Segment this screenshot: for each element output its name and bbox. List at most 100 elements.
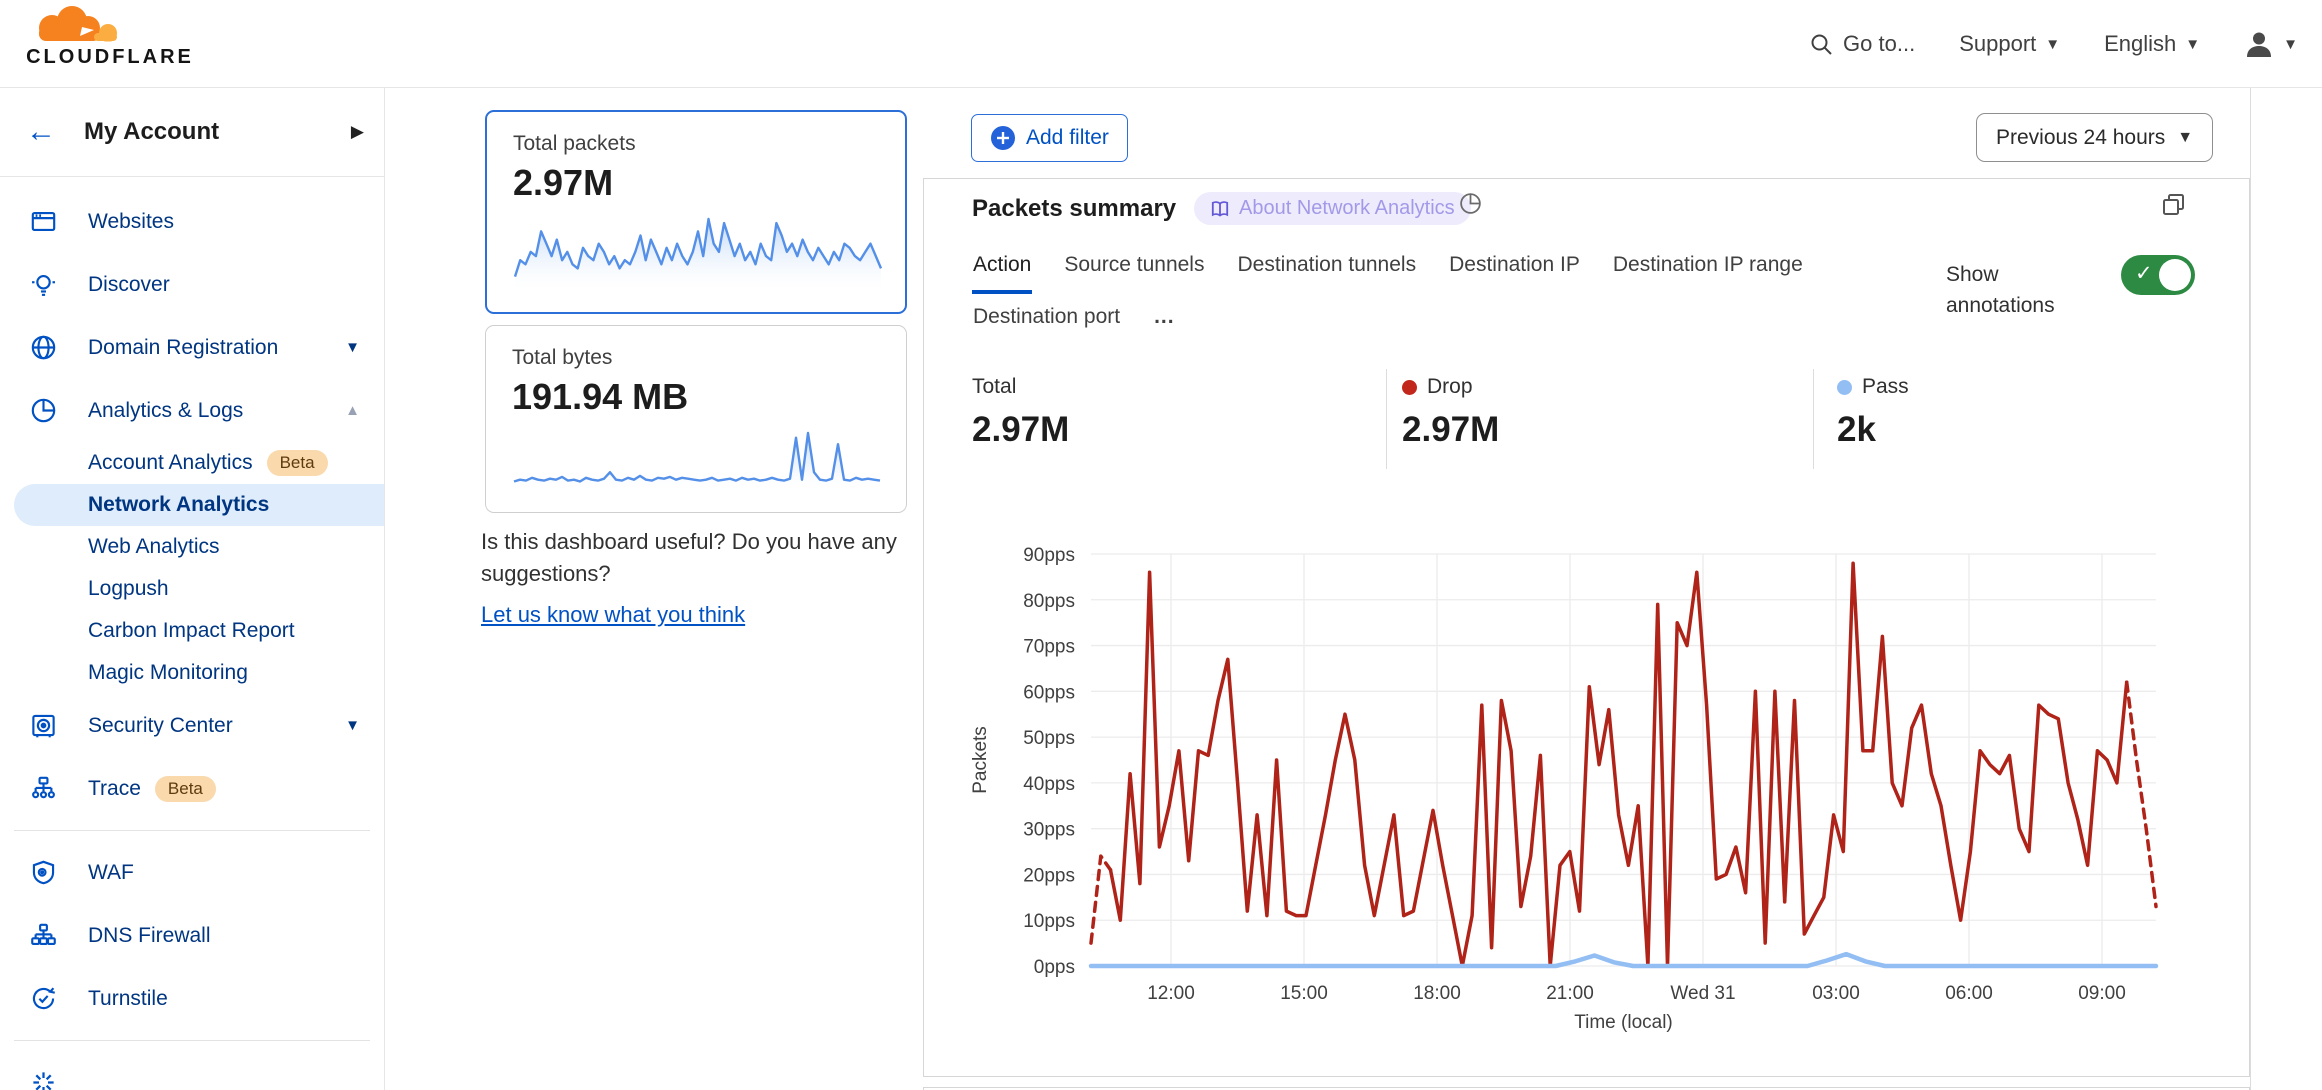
lightbulb-icon <box>32 274 55 296</box>
support-menu[interactable]: Support ▼ <box>1959 31 2060 57</box>
sidebar-item-waf[interactable]: WAF <box>0 841 384 904</box>
toggle-knob <box>2159 259 2191 291</box>
sidebar-item-trace[interactable]: Trace Beta <box>0 757 384 820</box>
hierarchy-icon <box>31 923 56 946</box>
user-icon <box>2247 32 2272 57</box>
svg-text:15:00: 15:00 <box>1280 983 1328 1004</box>
burst-icon <box>33 1072 54 1090</box>
total-drop: Drop 2.97M <box>1402 375 1500 449</box>
packets-time-series-chart: 0pps 10pps 20pps 30pps 40pps 50pps 60pps 70pps 8… <box>924 529 2251 1049</box>
sidebar-item-turnstile[interactable]: Turnstile <box>0 967 384 1030</box>
account-menu[interactable]: ▼ <box>2244 29 2298 59</box>
goto-label: Go to... <box>1843 31 1916 56</box>
svg-text:21:00: 21:00 <box>1546 983 1594 1004</box>
top-bar: CLOUDFLARE Go to... Support ▼ English ▼ … <box>0 0 2322 88</box>
sidebar-item-analytics-logs[interactable]: Analytics & Logs ▲ <box>0 379 384 442</box>
svg-text:60pps: 60pps <box>1023 682 1075 703</box>
svg-text:Packets: Packets <box>970 726 991 794</box>
account-header[interactable]: ← My Account ▶ <box>0 88 384 177</box>
tab-destination-ip-range[interactable]: Destination IP range <box>1612 253 1803 276</box>
chevron-down-icon: ▼ <box>345 717 360 734</box>
add-filter-button[interactable]: Add filter <box>971 114 1128 162</box>
svg-text:90pps: 90pps <box>1023 545 1075 566</box>
sidebar-item-domain-registration[interactable]: Domain Registration ▼ <box>0 316 384 379</box>
check-icon: ✓ <box>2135 262 2153 285</box>
chevron-up-icon: ▲ <box>345 402 360 419</box>
time-range-dropdown[interactable]: Previous 24 hours ▼ <box>1976 113 2214 162</box>
sidebar-item-carbon-impact-report[interactable]: Carbon Impact Report <box>88 619 295 642</box>
pie-chart-icon[interactable] <box>1458 191 1483 216</box>
bytes-sparkline <box>513 431 881 491</box>
metric-value: 191.94 MB <box>512 376 689 417</box>
next-panel-edge <box>923 1087 2250 1090</box>
book-icon <box>1211 200 1229 217</box>
search-icon <box>1811 34 1832 55</box>
svg-text:12:00: 12:00 <box>1147 983 1195 1004</box>
feedback-link[interactable]: Let us know what you think <box>481 602 746 627</box>
language-menu[interactable]: English ▼ <box>2104 31 2200 57</box>
sidebar-item-web-analytics[interactable]: Web Analytics <box>88 535 220 558</box>
total-bytes-card[interactable]: Total bytes 191.94 MB <box>485 325 907 513</box>
tab-source-tunnels[interactable]: Source tunnels <box>1064 253 1205 276</box>
rotate-check-icon <box>32 987 55 1010</box>
chevron-down-icon: ▼ <box>345 339 360 356</box>
safe-icon <box>32 714 55 738</box>
chevron-right-icon[interactable]: ▶ <box>350 122 364 141</box>
sidebar-nav: Websites Discover Domain Registration ▼ … <box>0 177 384 1090</box>
trace-flow-icon <box>32 776 55 799</box>
total-packets-card[interactable]: Total packets 2.97M <box>485 110 907 314</box>
tab-destination-ip[interactable]: Destination IP <box>1449 253 1580 276</box>
tab-more[interactable]: ... <box>1154 305 1175 328</box>
expand-panel-icon[interactable] <box>2160 191 2187 218</box>
logo-wordmark: CLOUDFLARE <box>26 46 194 68</box>
globe-icon <box>31 335 56 360</box>
total-all: Total 2.97M <box>972 375 1070 449</box>
content-right-border <box>2250 88 2251 1090</box>
chevron-down-icon: ▼ <box>2283 35 2298 53</box>
tab-destination-tunnels[interactable]: Destination tunnels <box>1237 253 1417 276</box>
panel-title: Packets summary <box>972 195 1177 222</box>
tab-destination-port[interactable]: Destination port <box>973 305 1121 328</box>
sidebar-item-dns-firewall[interactable]: DNS Firewall <box>0 904 384 967</box>
svg-text:06:00: 06:00 <box>1945 983 1993 1004</box>
sidebar-divider <box>14 830 370 831</box>
metric-label: Total bytes <box>512 346 613 369</box>
sidebar-item-websites[interactable]: Websites <box>0 190 384 253</box>
browser-window-icon <box>31 211 56 232</box>
plus-circle-icon <box>991 126 1015 150</box>
tab-action[interactable]: Action <box>972 253 1033 294</box>
feedback-question: Is this dashboard useful? Do you have an… <box>481 529 897 586</box>
cloudflare-logo[interactable]: CLOUDFLARE <box>20 6 200 69</box>
about-network-analytics-badge[interactable]: About Network Analytics <box>1194 192 1471 225</box>
svg-text:03:00: 03:00 <box>1812 983 1860 1004</box>
chevron-down-icon: ▼ <box>2177 128 2194 146</box>
language-label: English <box>2104 31 2177 56</box>
dimension-tabs-row2: Destination port ... <box>972 305 1176 342</box>
sidebar-divider <box>14 1040 370 1041</box>
sidebar-item-discover[interactable]: Discover <box>0 253 384 316</box>
svg-text:Wed 31: Wed 31 <box>1670 983 1735 1004</box>
goto-search[interactable]: Go to... <box>1809 31 1915 57</box>
back-arrow-icon[interactable]: ← <box>26 115 56 148</box>
sidebar-item-account-analytics[interactable]: Account Analytics Beta <box>0 442 384 484</box>
sidebar-item-partial[interactable] <box>0 1051 384 1090</box>
chevron-down-icon: ▼ <box>2185 35 2201 53</box>
shield-icon <box>32 860 55 885</box>
packets-summary-panel: Packets summary About Network Analytics … <box>923 178 2250 1077</box>
sidebar-item-logpush[interactable]: Logpush <box>88 577 169 600</box>
metric-value: 2.97M <box>513 162 614 203</box>
sidebar-item-magic-monitoring[interactable]: Magic Monitoring <box>88 661 248 684</box>
svg-text:18:00: 18:00 <box>1413 983 1461 1004</box>
show-annotations-toggle[interactable]: ✓ <box>2121 255 2195 295</box>
svg-text:20pps: 20pps <box>1023 865 1075 886</box>
chevron-down-icon: ▼ <box>2045 35 2061 53</box>
sidebar-item-network-analytics[interactable]: Network Analytics <box>14 484 384 526</box>
beta-badge: Beta <box>266 450 328 476</box>
feedback-block: Is this dashboard useful? Do you have an… <box>481 526 951 631</box>
pass-legend-dot <box>1837 379 1852 395</box>
svg-text:09:00: 09:00 <box>2078 983 2126 1004</box>
support-label: Support <box>1959 31 2037 56</box>
total-pass: Pass 2k <box>1837 375 1909 449</box>
svg-text:Time (local): Time (local) <box>1574 1012 1673 1033</box>
sidebar-item-security-center[interactable]: Security Center ▼ <box>0 694 384 757</box>
